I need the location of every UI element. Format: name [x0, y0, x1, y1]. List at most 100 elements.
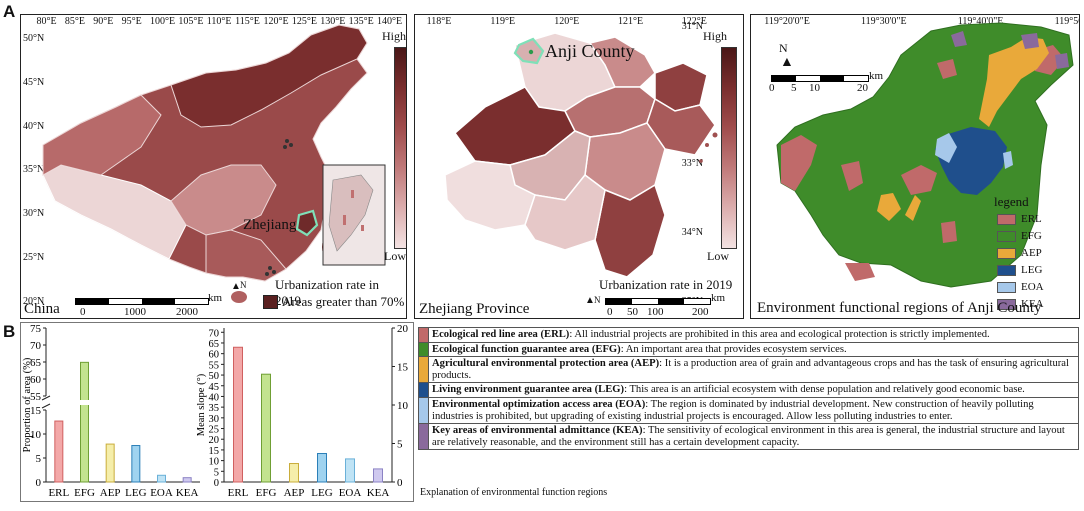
- region-description: Ecological function guarantee area (EFG)…: [428, 341, 1079, 358]
- china-top-tick: 125°E: [291, 16, 317, 27]
- china-panel-title: China: [24, 301, 60, 317]
- chart1-x-label: AEP: [100, 487, 121, 499]
- china-top-tick: 140°E: [377, 16, 403, 27]
- region-description: Ecological red line area (ERL): All indu…: [428, 327, 1079, 343]
- china-top-tick: 135°E: [348, 16, 374, 27]
- anji-panel-title: Environment functional regions of Anji C…: [757, 300, 1042, 316]
- charts-frame: [20, 322, 414, 502]
- chart2-left-tick-label: 15: [209, 446, 220, 457]
- explanation-row: Environmental optimization access area (…: [418, 396, 1079, 425]
- region-text: : It is a production area of grain and a…: [432, 358, 1069, 381]
- china-left-tick: 30°N: [23, 208, 45, 220]
- chart1-ytick-label: 0: [36, 477, 42, 489]
- chart1-y-axis-label: Proportion of area (%): [22, 357, 33, 452]
- chart2-left-tick-label: 40: [209, 392, 220, 403]
- china-top-tick: 80°E: [36, 16, 57, 27]
- region-color-swatch: [418, 423, 429, 451]
- legend-swatch: [997, 281, 1016, 293]
- zhejiang-panel-title: Zhejiang Province: [419, 301, 530, 317]
- chart2-right-tick-label: 10: [397, 400, 409, 412]
- zhejiang-map-graphic: [444, 32, 718, 278]
- chart1-x-label: EOA: [150, 487, 173, 499]
- anji-scale-20: 20: [857, 82, 868, 94]
- chart2-left-tick-label: 0: [214, 478, 219, 489]
- anji-legend-item: EOA: [997, 281, 1044, 293]
- legend-label: KEA: [1021, 298, 1044, 310]
- chart1-bar-erl: [54, 420, 64, 483]
- china-map-graphic: [42, 24, 386, 303]
- chart2-x-label: EOA: [339, 487, 362, 499]
- region-name: Environmental optimization access area (…: [432, 398, 646, 410]
- china-scale-unit: km: [208, 292, 223, 304]
- chart2-bar-eoa: [345, 458, 355, 483]
- zj-right-tick: 34°N: [681, 226, 703, 238]
- legend-label: ERL: [1021, 213, 1042, 225]
- china-left-tick: 20°N: [23, 295, 45, 307]
- chart1-bar-break: [79, 400, 90, 405]
- china-scale-0: 0: [80, 306, 86, 318]
- chart1-ytick-label: 5: [36, 453, 42, 465]
- chart2-right-tick-label: 5: [397, 439, 403, 451]
- chart1-x-label: ERL: [48, 487, 69, 499]
- chart1-ytick-label: 60: [30, 374, 42, 386]
- chart2-right-tick-label: 0: [397, 477, 403, 489]
- region-name: Ecological function guarantee area (EFG): [432, 343, 621, 355]
- zhejiang-map-label: Zhejiang: [243, 217, 297, 233]
- anji-legend-item: EFG: [997, 230, 1042, 242]
- chart2-right-tick-label: 20: [397, 323, 409, 335]
- anji-north-label: N: [779, 41, 788, 55]
- china-left-tick: 25°N: [23, 251, 45, 263]
- china-scale-2000: 2000: [176, 306, 198, 318]
- anji-scale-0: 0: [769, 82, 775, 94]
- china-legend-high: High: [382, 29, 406, 43]
- proportion-of-area-chart: 0 5 10 15 55 60 65 70 75 Proportion of area (%) ER…: [22, 323, 200, 499]
- panel-letter-a: A: [3, 2, 16, 21]
- chart2-right-tick-label: 15: [397, 362, 409, 374]
- region-text: : The region is dominated by industrial …: [432, 398, 1034, 422]
- zj-right-tick: 31°N: [681, 21, 703, 33]
- chart2-left-tick-label: 55: [209, 360, 220, 371]
- chart2-left-tick-label: 35: [209, 403, 220, 414]
- zhejiang-scale-200: 200: [692, 306, 709, 318]
- explanation-row: Ecological red line area (ERL): All indu…: [418, 327, 1079, 343]
- legend-label: LEG: [1021, 264, 1043, 276]
- chart2-x-label: LEG: [311, 487, 332, 499]
- zj-top-tick: 118°E: [426, 16, 452, 27]
- chart2-bar-erl: [233, 346, 243, 483]
- anji-top-tick: 119°40'0"E: [957, 16, 1004, 27]
- zhejiang-scale-50: 50: [627, 306, 638, 318]
- dotted-area-swatch-icon: [263, 295, 278, 309]
- china-top-tick: 95°E: [121, 16, 142, 27]
- chart1-ytick-label: 70: [30, 340, 42, 352]
- region-color-swatch: [418, 341, 429, 358]
- region-text: : This area is an artificial ecosystem w…: [624, 384, 1025, 396]
- chart1-x-label: KEA: [176, 487, 199, 499]
- panel-letter-b: B: [3, 322, 16, 341]
- china-areas-greater-legend: Areas greater than 70%: [263, 294, 404, 310]
- chart2-left-tick-label: 50: [209, 371, 220, 382]
- anji-map-panel: 119°20'0"E 119°30'0"E 119°40'0"E 119°50'0"E…: [750, 14, 1080, 319]
- chart2-left-tick-label: 25: [209, 425, 220, 436]
- china-left-tick: 40°N: [23, 120, 45, 132]
- china-map-panel: 80°E 85°E 90°E 95°E 100°E 105°E 110°E 115°E 120°…: [20, 14, 407, 319]
- region-color-swatch: [418, 396, 429, 425]
- chart2-left-tick-label: 70: [209, 328, 220, 339]
- chart2-left-tick-label: 45: [209, 382, 220, 393]
- region-description: Living environment guarantee area (LEG):…: [428, 382, 1079, 398]
- chart1-ytick-label: 75: [30, 323, 42, 335]
- chart1-axis-break-icon: [41, 395, 51, 409]
- explanation-row: Key areas of environmental admittance (K…: [418, 423, 1079, 451]
- anji-scale-unit: km: [869, 70, 884, 82]
- zhejiang-scale-bar: [605, 298, 711, 305]
- chart1-bar-eoa: [157, 474, 166, 483]
- chart1-bar-kea: [182, 477, 192, 483]
- explanation-row: Ecological function guarantee area (EFG)…: [418, 341, 1079, 358]
- explanation-table: Ecological red line area (ERL): All indu…: [418, 327, 1079, 451]
- zhejiang-scale-0: 0: [607, 306, 613, 318]
- china-scale-bar: [75, 298, 209, 305]
- anji-legend-item: LEG: [997, 264, 1042, 276]
- chart2-left-tick-label: 65: [209, 339, 220, 350]
- anji-scale-5: 5: [791, 82, 797, 94]
- china-top-tick: 115°E: [235, 16, 260, 27]
- china-top-tick: 110°E: [206, 16, 232, 27]
